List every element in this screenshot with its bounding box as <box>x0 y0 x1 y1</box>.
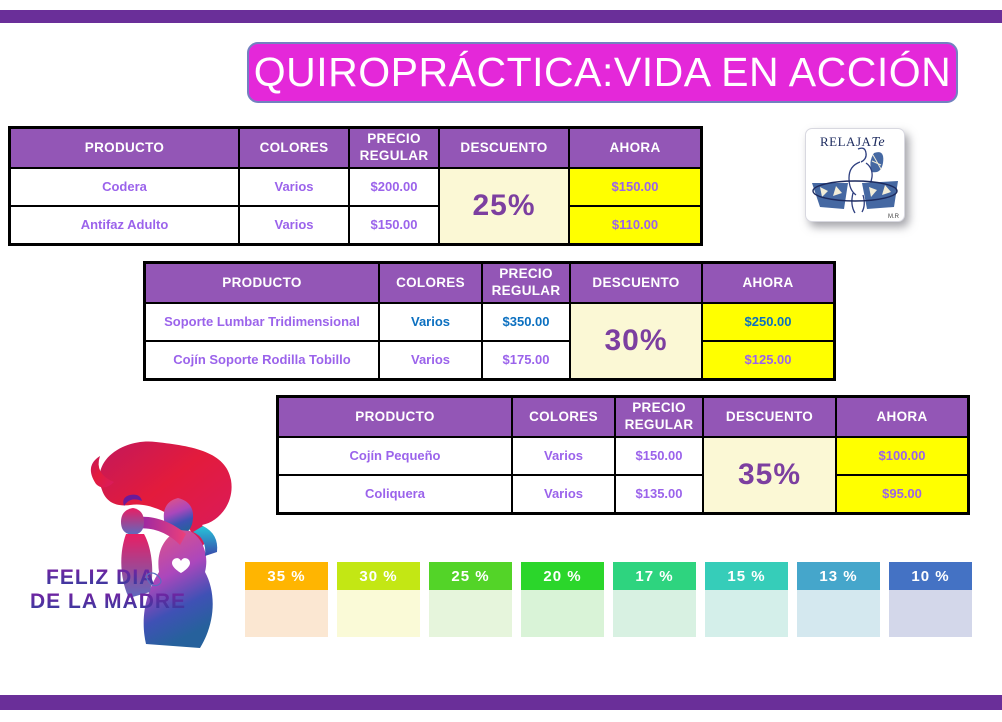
greeting-line2: DE LA MADRE <box>30 590 186 613</box>
regular-price-cell: $150.00 <box>349 206 439 244</box>
colors-cell: Varios <box>239 206 349 244</box>
title-banner: QUIROPRÁCTICA:VIDA EN ACCIÓN <box>247 42 958 103</box>
column-header-colores: COLORES <box>239 128 349 168</box>
discount-scale: 35 % 30 % 25 % 20 % 17 % 15 % 13 % 10 % <box>245 562 972 637</box>
scale-color-swatch <box>889 590 972 637</box>
column-header-precio-regular: PRECIO REGULAR <box>615 397 703 437</box>
child-hair <box>123 494 142 506</box>
trademark-label: M.R <box>888 214 900 220</box>
doodle-swirl <box>145 572 162 587</box>
column-header-descuento: DESCUENTO <box>439 128 569 168</box>
column-header-precio-regular: PRECIO REGULAR <box>482 263 570 303</box>
column-header-colores: COLORES <box>512 397 615 437</box>
sale-price-cell: $250.00 <box>702 303 834 341</box>
bowl-pattern <box>820 185 891 197</box>
discount-scale-block: 30 % <box>337 562 420 637</box>
leaf-veins <box>871 154 882 170</box>
regular-price-cell: $350.00 <box>482 303 570 341</box>
child-body <box>121 534 153 598</box>
scale-color-swatch <box>245 590 328 637</box>
scale-color-swatch <box>797 590 880 637</box>
greeting-line1: FELIZ DIA <box>46 566 155 589</box>
product-name-cell: Antifaz Adulto <box>10 206 239 244</box>
mother-child-illustration: FELIZ DIA DE LA MADRE <box>30 441 232 648</box>
product-table-3: PRODUCTO COLORES PRECIO REGULAR DESCUENTO AH… <box>276 395 970 515</box>
sale-price-cell: $125.00 <box>702 341 834 379</box>
column-header-producto: PRODUCTO <box>278 397 512 437</box>
regular-price-cell: $200.00 <box>349 168 439 206</box>
bottom-purple-bar <box>0 695 1002 710</box>
product-name-cell: Coliquera <box>278 475 512 513</box>
mothers-day-artwork: FELIZ DIA DE LA MADRE <box>28 430 260 662</box>
product-name-cell: Cojín Pequeño <box>278 437 512 475</box>
hoop-line <box>812 180 898 202</box>
hair-curl <box>90 456 114 488</box>
scale-percentage-label: 10 % <box>889 562 972 590</box>
scale-percentage-label: 15 % <box>705 562 788 590</box>
child-head <box>121 508 144 535</box>
mother-body <box>143 530 213 648</box>
discount-percentage-cell: 35% <box>703 437 836 513</box>
column-header-descuento: DESCUENTO <box>570 263 702 303</box>
scale-color-swatch <box>337 590 420 637</box>
colors-cell: Varios <box>379 341 482 379</box>
heart-icon <box>172 558 190 573</box>
column-header-colores: COLORES <box>379 263 482 303</box>
product-name-cell: Soporte Lumbar Tridimensional <box>145 303 379 341</box>
mother-hair <box>99 441 232 548</box>
product-name-cell: Cojín Soporte Rodilla Tobillo <box>145 341 379 379</box>
column-header-ahora: AHORA <box>702 263 834 303</box>
scale-percentage-label: 17 % <box>613 562 696 590</box>
product-name-cell: Codera <box>10 168 239 206</box>
discount-scale-block: 20 % <box>521 562 604 637</box>
scale-color-swatch <box>705 590 788 637</box>
discount-scale-block: 10 % <box>889 562 972 637</box>
page-title: QUIROPRÁCTICA:VIDA EN ACCIÓN <box>253 49 952 95</box>
scale-color-swatch <box>521 590 604 637</box>
scale-percentage-label: 13 % <box>797 562 880 590</box>
colors-cell: Varios <box>239 168 349 206</box>
colors-cell: Varios <box>379 303 482 341</box>
mother-shoulder <box>193 526 218 556</box>
sale-price-cell: $95.00 <box>836 475 968 513</box>
sale-price-cell: $100.00 <box>836 437 968 475</box>
product-table-2: PRODUCTO COLORES PRECIO REGULAR DESCUENTO AH… <box>143 261 836 381</box>
scale-percentage-label: 30 % <box>337 562 420 590</box>
product-table-1: PRODUCTO COLORES PRECIO REGULAR DESCUENTO AH… <box>8 126 703 246</box>
sale-price-cell: $150.00 <box>569 168 701 206</box>
colors-cell: Varios <box>512 437 615 475</box>
sale-price-cell: $110.00 <box>569 206 701 244</box>
top-purple-bar <box>0 10 1002 23</box>
scale-color-swatch <box>613 590 696 637</box>
column-header-ahora: AHORA <box>569 128 701 168</box>
regular-price-cell: $135.00 <box>615 475 703 513</box>
scale-percentage-label: 25 % <box>429 562 512 590</box>
discount-percentage-cell: 30% <box>570 303 702 379</box>
relajate-logo: RELAJATe M.R <box>805 128 905 222</box>
scale-percentage-label: 20 % <box>521 562 604 590</box>
logo-brand-text: RELAJATe <box>820 134 885 150</box>
discount-percentage-cell: 25% <box>439 168 569 244</box>
colors-cell: Varios <box>512 475 615 513</box>
discount-scale-block: 13 % <box>797 562 880 637</box>
regular-price-cell: $150.00 <box>615 437 703 475</box>
column-header-producto: PRODUCTO <box>10 128 239 168</box>
scale-color-swatch <box>429 590 512 637</box>
discount-scale-block: 17 % <box>613 562 696 637</box>
regular-price-cell: $175.00 <box>482 341 570 379</box>
column-header-precio-regular: PRECIO REGULAR <box>349 128 439 168</box>
column-header-ahora: AHORA <box>836 397 968 437</box>
discount-scale-block: 25 % <box>429 562 512 637</box>
relajate-logo-art: RELAJATe M.R <box>812 134 900 220</box>
discount-scale-block: 15 % <box>705 562 788 637</box>
scale-percentage-label: 35 % <box>245 562 328 590</box>
column-header-producto: PRODUCTO <box>145 263 379 303</box>
mother-arm <box>134 516 186 545</box>
discount-scale-block: 35 % <box>245 562 328 637</box>
column-header-descuento: DESCUENTO <box>703 397 836 437</box>
